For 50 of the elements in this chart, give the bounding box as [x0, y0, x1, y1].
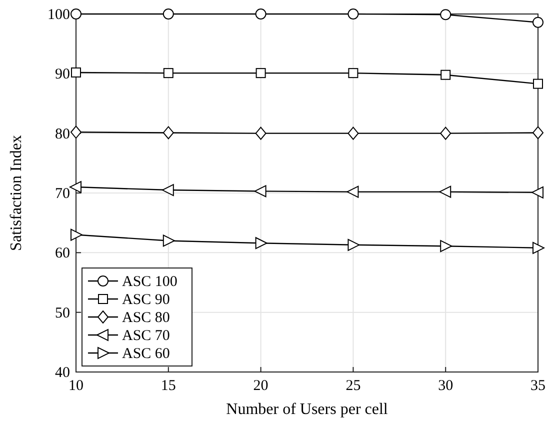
y-tick-label: 40: [55, 365, 70, 381]
point: [440, 240, 452, 252]
legend-label: ASC 80: [122, 310, 170, 326]
point: [254, 185, 266, 198]
point: [163, 68, 174, 78]
point: [533, 78, 543, 89]
y-tick-label: 60: [55, 246, 70, 262]
point: [440, 70, 451, 80]
point: [70, 228, 82, 241]
point: [348, 238, 360, 251]
point: [162, 8, 174, 20]
point: [71, 67, 81, 78]
point: [255, 237, 268, 250]
y-tick-label: 70: [55, 186, 70, 202]
x-tick-label: 25: [346, 378, 361, 394]
legend-label: ASC 70: [122, 328, 170, 344]
point: [70, 181, 82, 194]
point: [532, 242, 544, 254]
y-tick-label: 100: [48, 7, 70, 23]
legend-label: ASC 90: [122, 292, 170, 308]
legend-label: ASC 60: [122, 346, 170, 362]
point: [439, 186, 452, 198]
x-axis-title: Number of Users per cell: [226, 401, 388, 418]
x-tick-label: 20: [253, 378, 268, 394]
point: [162, 126, 174, 140]
point: [346, 186, 359, 198]
point: [256, 68, 266, 78]
point: [348, 68, 358, 78]
point: [532, 16, 544, 28]
x-tick-label: 10: [68, 378, 84, 394]
legend-label: ASC 100: [122, 274, 178, 290]
x-tick-label: 15: [160, 378, 176, 394]
y-tick-label: 80: [55, 126, 70, 142]
y-tick-label: 90: [55, 66, 70, 83]
point: [255, 8, 266, 20]
point: [70, 126, 82, 139]
point: [255, 126, 266, 140]
point: [70, 8, 82, 20]
point: [532, 126, 544, 140]
point: [348, 8, 359, 20]
x-tick-label: 30: [438, 378, 454, 394]
point: [162, 234, 175, 247]
point: [162, 184, 174, 196]
point: [440, 9, 452, 20]
point: [532, 186, 544, 198]
y-axis-title: Satisfaction Index: [8, 135, 25, 251]
x-tick-label: 35: [530, 378, 546, 394]
point: [348, 126, 359, 140]
point: [440, 126, 452, 140]
y-tick-label: 50: [55, 305, 70, 322]
